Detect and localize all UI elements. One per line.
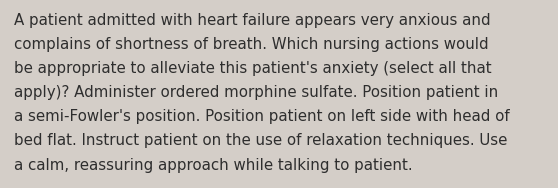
Text: be appropriate to alleviate this patient's anxiety (select all that: be appropriate to alleviate this patient… — [14, 61, 492, 76]
Text: a calm, reassuring approach while talking to patient.: a calm, reassuring approach while talkin… — [14, 158, 412, 173]
Text: bed flat. Instruct patient on the use of relaxation techniques. Use: bed flat. Instruct patient on the use of… — [14, 133, 507, 149]
Text: a semi-Fowler's position. Position patient on left side with head of: a semi-Fowler's position. Position patie… — [14, 109, 509, 124]
Text: apply)? Administer ordered morphine sulfate. Position patient in: apply)? Administer ordered morphine sulf… — [14, 85, 498, 100]
Text: complains of shortness of breath. Which nursing actions would: complains of shortness of breath. Which … — [14, 37, 489, 52]
Text: A patient admitted with heart failure appears very anxious and: A patient admitted with heart failure ap… — [14, 13, 490, 28]
